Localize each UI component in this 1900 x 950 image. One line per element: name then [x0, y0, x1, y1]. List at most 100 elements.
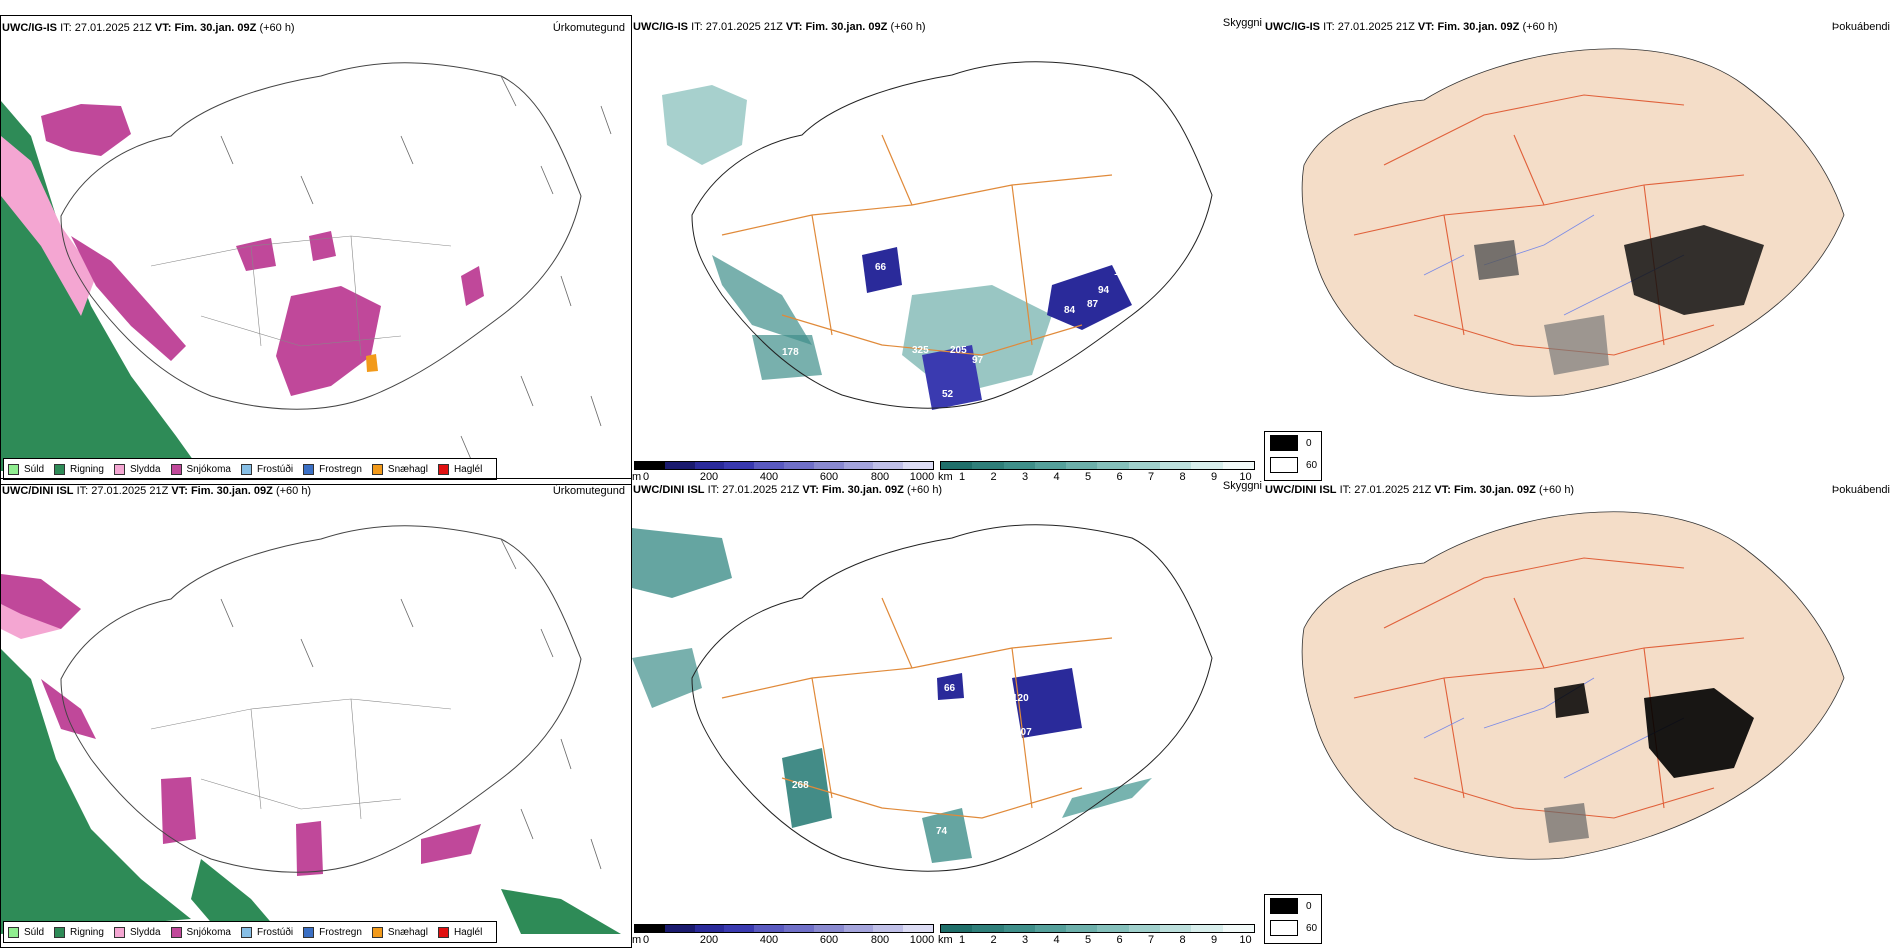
ceiling-label: 62 [910, 385, 922, 396]
ceiling-label: 52 [1082, 708, 1094, 719]
panel-header: UWC/IG-IS IT: 27.01.2025 21Z VT: Fim. 30… [1265, 21, 1558, 33]
snow-area-w [71, 236, 186, 361]
low-vis-area-s [922, 808, 972, 863]
ceiling-label: 287 [942, 247, 959, 258]
ceiling-label: 70 [910, 822, 922, 833]
low-vis-area-sw [752, 335, 822, 380]
low-vis-area-w [632, 648, 702, 708]
panel-title: Úrkomutegund [552, 22, 625, 34]
sleet-area [1, 136, 96, 316]
road-lines [150, 698, 452, 820]
ceiling-label: 52 [942, 389, 954, 400]
legend-item-freezing-rain: Frostregn [303, 463, 362, 475]
precip-map [1, 525, 621, 934]
ceiling-label: 74 [936, 826, 948, 837]
precip-legend: Súld Rigning Slydda Snjókoma Frostúði Fr… [3, 458, 498, 480]
rain-area [1, 101, 201, 471]
snow-area-nw [41, 104, 131, 156]
fog-legend-row: 60 [1265, 454, 1321, 476]
fog-area-1 [1644, 688, 1754, 778]
legend-item-freezing-drizzle: Frostúði [240, 463, 293, 475]
ceiling-label: 66 [944, 683, 956, 694]
precip-type-panel-top: UWC/IG-IS IT: 27.01.2025 21Z VT: Fim. 30… [0, 15, 632, 485]
low-vis-area-nw [632, 528, 732, 598]
low-ceiling-area-1 [862, 247, 902, 293]
panel-title: Skyggni [1222, 17, 1262, 29]
low-ceiling-area-2 [1047, 265, 1132, 330]
wind-barbs [220, 75, 612, 465]
snow-area-se [421, 824, 481, 864]
iceland-outline [691, 524, 1213, 872]
fog-legend: 0 60 [1264, 894, 1322, 944]
fog-legend-row: 60 [1265, 917, 1321, 939]
visibility-map: 79 53 66 120 107 52 83 268 70 74 [632, 524, 1213, 872]
panel-title: Þokuábendi [1831, 21, 1890, 33]
ceiling-label: 120 [1012, 693, 1029, 704]
snow-area-s2 [296, 821, 323, 876]
low-vis-area-nw [662, 85, 747, 165]
low-ceiling-area-3 [922, 345, 982, 410]
road-lines [721, 597, 1113, 819]
low-vis-area-w [712, 255, 812, 345]
hail-spot [366, 354, 378, 372]
low-ceiling-area-1 [1012, 668, 1082, 738]
legend-item-graupel: Snæhagl [371, 463, 428, 475]
fog-legend: 0 60 [1264, 431, 1322, 481]
fog-area-3 [1544, 803, 1589, 843]
iceland-outline [60, 525, 582, 873]
ceiling-label: 268 [792, 780, 809, 791]
snow-area-c2 [309, 231, 336, 261]
fog-area-1 [1624, 225, 1764, 315]
ceiling-label: 84 [1064, 305, 1076, 316]
legend-item-sleet: Slydda [113, 926, 161, 938]
panel-title: Skyggni [1222, 480, 1262, 492]
low-vis-area-sw [782, 748, 832, 828]
precip-map [1, 62, 612, 471]
wind-barbs [220, 538, 602, 870]
legend-item-freezing-rain: Frostregn [303, 926, 362, 938]
rain-area-sw [191, 859, 281, 934]
ceiling-label: 79 [702, 683, 714, 694]
iceland-outline [60, 62, 582, 410]
legend-item-freezing-drizzle: Frostúði [240, 926, 293, 938]
fog-area-3 [1544, 315, 1609, 375]
legend-item-hail: Haglél [437, 463, 482, 475]
fog-legend-row: 0 [1265, 895, 1321, 917]
snow-area-s [276, 286, 381, 396]
visibility-panel-bottom: UWC/DINI ISL IT: 27.01.2025 21Z VT: Fim.… [632, 478, 1264, 948]
ceiling-label: 85 [704, 243, 716, 254]
snow-area-w [41, 679, 96, 739]
low-vis-streak-se [1062, 778, 1152, 818]
legend-item-drizzle: Súld [8, 463, 44, 475]
fog-index-panel-bottom: UWC/DINI ISL IT: 27.01.2025 21Z VT: Fim.… [1264, 478, 1896, 948]
ceiling-label: 66 [875, 262, 887, 273]
snow-area-e [461, 266, 484, 306]
rain-area [1, 649, 191, 934]
ceiling-label: 83 [1062, 747, 1074, 758]
rain-area-se [501, 889, 621, 934]
ceiling-label: 103 [1114, 267, 1131, 278]
legend-item-snow: Snjókoma [170, 926, 231, 938]
legend-item-hail: Haglél [437, 926, 482, 938]
visibility-panel-top: UWC/IG-IS IT: 27.01.2025 21Z VT: Fim. 30… [632, 15, 1264, 485]
snow-area-nw [1, 574, 81, 629]
legend-item-graupel: Snæhagl [371, 926, 428, 938]
ceiling-label: 107 [1015, 727, 1032, 738]
ceiling-colorbar: m 0 200 400 600 800 1000 [632, 461, 934, 483]
panel-title: Úrkomutegund [552, 485, 625, 497]
legend-item-rain: Rigning [54, 463, 104, 475]
ceiling-label: 178 [782, 347, 799, 358]
ceiling-label: 87 [1087, 299, 1099, 310]
ceiling-label: 205 [950, 345, 967, 356]
panel-header: UWC/DINI ISL IT: 27.01.2025 21Z VT: Fim.… [1265, 484, 1575, 496]
road-lines [150, 235, 452, 357]
fog-area-2 [1474, 240, 1519, 280]
legend-item-drizzle: Súld [8, 926, 44, 938]
iceland-outline [691, 61, 1213, 409]
fog-index-panel-top: UWC/IG-IS IT: 27.01.2025 21Z VT: Fim. 30… [1264, 15, 1896, 485]
panel-title: Þokuábendi [1831, 484, 1890, 496]
ceiling-label: 94 [1098, 285, 1110, 296]
fog-area-2 [1554, 683, 1589, 718]
